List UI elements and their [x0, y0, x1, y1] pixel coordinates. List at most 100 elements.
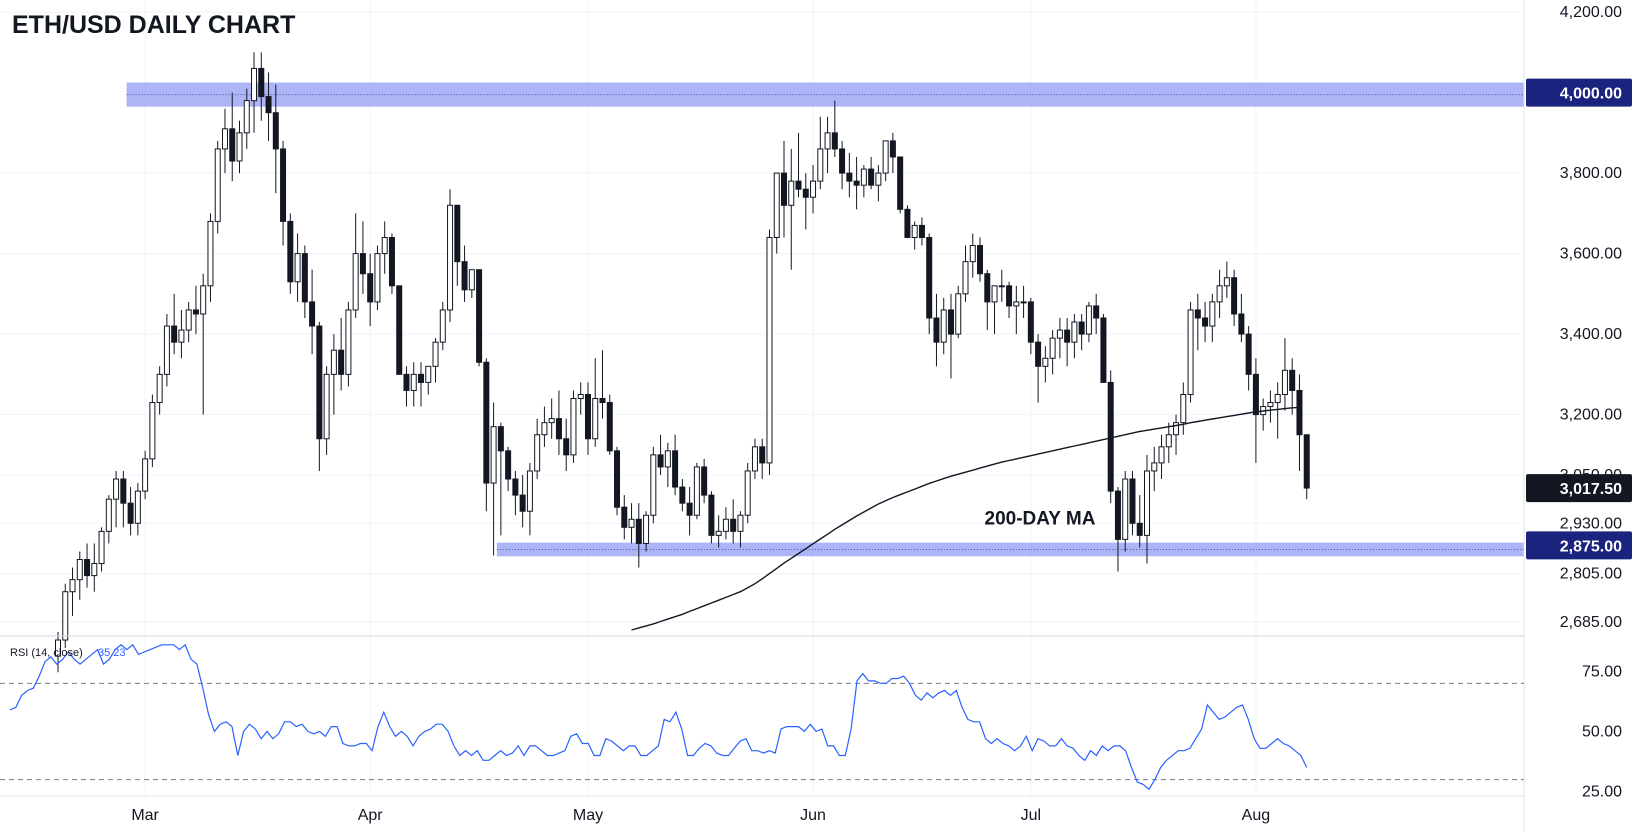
candle[interactable] — [1231, 269, 1238, 327]
candle[interactable] — [454, 204, 461, 286]
candle[interactable] — [519, 474, 526, 528]
candle[interactable] — [1202, 301, 1209, 343]
candle[interactable] — [410, 362, 417, 407]
candle[interactable] — [439, 301, 446, 351]
candle[interactable] — [810, 165, 817, 214]
candle[interactable] — [730, 499, 737, 544]
candle[interactable] — [1122, 470, 1129, 552]
candle[interactable] — [853, 156, 860, 210]
candle[interactable] — [84, 543, 91, 588]
candle[interactable] — [1165, 422, 1172, 463]
candle[interactable] — [555, 390, 562, 455]
candle[interactable] — [192, 285, 199, 335]
candle[interactable] — [570, 390, 577, 463]
candle[interactable] — [817, 116, 824, 190]
candle[interactable] — [113, 470, 120, 528]
candle[interactable] — [91, 543, 98, 592]
candle[interactable] — [345, 301, 352, 387]
candle[interactable] — [367, 253, 374, 327]
candle[interactable] — [1289, 358, 1296, 415]
candle[interactable] — [98, 527, 105, 572]
candle[interactable] — [911, 221, 918, 250]
candle[interactable] — [650, 446, 657, 524]
candle[interactable] — [134, 483, 141, 536]
candle[interactable] — [388, 233, 395, 294]
candle[interactable] — [359, 221, 366, 294]
candle[interactable] — [686, 487, 693, 536]
candle[interactable] — [737, 511, 744, 548]
candle[interactable] — [751, 438, 758, 480]
candle[interactable] — [1238, 293, 1245, 343]
candle[interactable] — [940, 297, 947, 355]
candle[interactable] — [280, 140, 287, 246]
candle[interactable] — [577, 382, 584, 415]
candle[interactable] — [773, 172, 780, 254]
candle[interactable] — [599, 350, 606, 419]
candle[interactable] — [693, 462, 700, 520]
candle[interactable] — [236, 120, 243, 174]
candle[interactable] — [287, 213, 294, 294]
candle[interactable] — [105, 495, 112, 544]
candle[interactable] — [977, 237, 984, 282]
candle[interactable] — [1245, 326, 1252, 391]
candle[interactable] — [1085, 301, 1092, 343]
candle[interactable] — [781, 140, 787, 238]
candle[interactable] — [715, 515, 722, 548]
candle[interactable] — [664, 442, 671, 488]
candle[interactable] — [1056, 318, 1063, 359]
candle[interactable] — [882, 140, 889, 182]
candle[interactable] — [584, 382, 591, 455]
candle[interactable] — [1049, 330, 1056, 375]
candle[interactable] — [541, 406, 548, 447]
candle[interactable] — [505, 446, 512, 492]
candle[interactable] — [1027, 297, 1034, 355]
candle[interactable] — [643, 511, 650, 552]
candle[interactable] — [969, 233, 976, 278]
candle[interactable] — [512, 470, 519, 516]
candle[interactable] — [461, 245, 468, 302]
candle[interactable] — [127, 487, 134, 536]
candle[interactable] — [251, 52, 258, 133]
candle[interactable] — [1180, 382, 1187, 435]
candle[interactable] — [846, 152, 853, 198]
candle[interactable] — [1136, 495, 1143, 548]
candle[interactable] — [403, 366, 410, 407]
candle[interactable] — [1144, 454, 1150, 564]
candle[interactable] — [701, 458, 708, 504]
candle[interactable] — [294, 233, 301, 302]
candle[interactable] — [1093, 293, 1100, 335]
candle[interactable] — [875, 165, 882, 202]
candle[interactable] — [955, 285, 962, 339]
candle[interactable] — [55, 631, 61, 673]
candle[interactable] — [1252, 358, 1259, 463]
candle[interactable] — [1303, 434, 1310, 500]
candle[interactable] — [396, 285, 403, 375]
candle[interactable] — [476, 269, 483, 367]
candle[interactable] — [621, 495, 628, 540]
candle[interactable] — [120, 470, 127, 528]
candle[interactable] — [1078, 313, 1085, 351]
candle[interactable] — [1006, 281, 1013, 318]
candle[interactable] — [933, 293, 940, 367]
candle[interactable] — [1013, 285, 1020, 335]
candle[interactable] — [178, 309, 185, 359]
candle[interactable] — [657, 434, 664, 475]
candle[interactable] — [1020, 285, 1027, 318]
candle[interactable] — [1107, 370, 1114, 504]
candle[interactable] — [831, 100, 838, 157]
candle[interactable] — [672, 434, 679, 496]
candle[interactable] — [163, 313, 170, 387]
candle[interactable] — [606, 394, 613, 455]
candle[interactable] — [1042, 346, 1049, 383]
candle[interactable] — [962, 245, 969, 302]
candle[interactable] — [149, 394, 156, 467]
candle[interactable] — [301, 245, 308, 318]
candle[interactable] — [142, 450, 149, 500]
candle[interactable] — [171, 293, 178, 355]
candle[interactable] — [635, 503, 642, 568]
candle[interactable] — [229, 92, 236, 182]
candle[interactable] — [679, 479, 686, 512]
candle[interactable] — [1267, 390, 1274, 423]
candle[interactable] — [316, 322, 323, 471]
candle[interactable] — [374, 245, 381, 310]
